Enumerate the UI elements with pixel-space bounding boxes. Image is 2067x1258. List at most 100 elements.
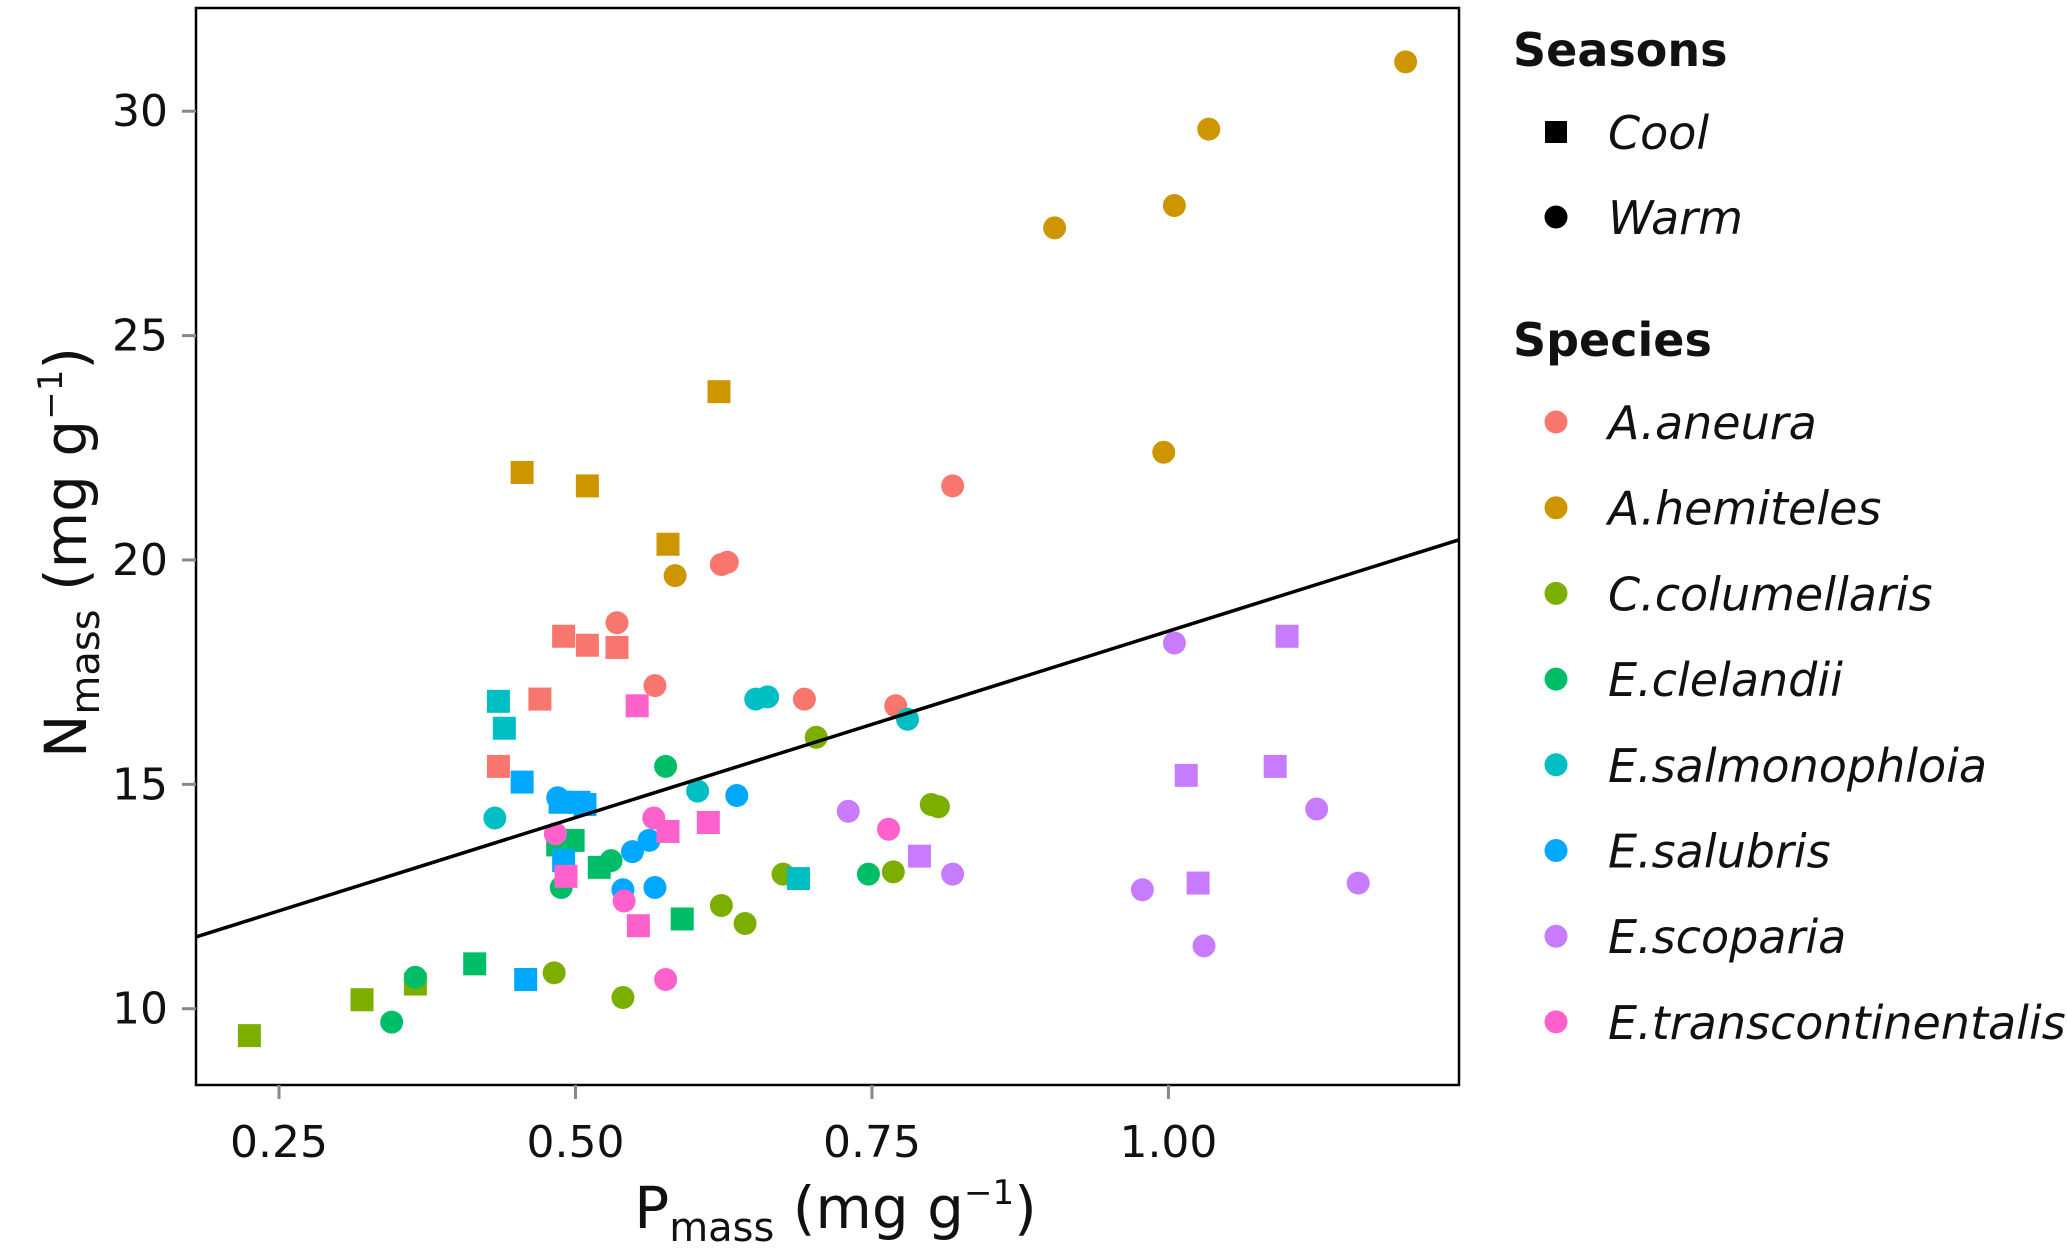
point-cool-e-scoparia — [1263, 754, 1287, 778]
legend-title-seasons: Seasons — [1513, 23, 1727, 77]
point-warm-e-transcontinentalis — [612, 889, 636, 913]
legend-key-cool — [1545, 121, 1567, 143]
point-warm-a-aneura — [792, 687, 816, 711]
point-cool-e-clelandii — [670, 907, 694, 931]
y-axis-title: Nmass (mg g−1) — [31, 347, 109, 758]
point-cool-e-salmonophloia — [486, 689, 510, 713]
legend-title-species: Species — [1513, 313, 1712, 367]
legend-key-a-hemiteles — [1544, 496, 1568, 520]
point-warm-e-scoparia — [1130, 878, 1154, 902]
point-warm-e-salubris — [620, 840, 644, 864]
point-cool-a-aneura — [605, 635, 629, 659]
plot-panel-border — [194, 6, 1461, 1087]
point-warm-e-salubris — [546, 786, 570, 810]
point-cool-e-salmonophloia — [786, 867, 810, 891]
point-warm-e-salubris — [643, 876, 667, 900]
point-warm-e-clelandii — [654, 754, 678, 778]
point-warm-e-salubris — [637, 828, 661, 852]
point-cool-e-clelandii — [561, 828, 585, 852]
x-tick-label: 0.50 — [527, 1117, 625, 1168]
point-warm-a-aneura — [715, 550, 739, 574]
point-cool-a-hemiteles — [707, 380, 731, 404]
y-tick-label: 10 — [112, 984, 168, 1035]
point-warm-e-scoparia — [1192, 934, 1216, 958]
point-warm-a-hemiteles — [1043, 216, 1067, 240]
legend-label-cool: Cool — [1608, 106, 1709, 160]
point-cool-e-scoparia — [1174, 763, 1198, 787]
regression-line — [195, 538, 1460, 939]
point-warm-e-salubris — [725, 784, 749, 808]
point-cool-e-transcontinentalis — [626, 914, 650, 938]
point-warm-c-columellaris — [733, 911, 757, 935]
point-warm-a-hemiteles — [1394, 50, 1418, 74]
legend-key-e-salubris — [1544, 839, 1568, 862]
y-tick-label: 15 — [112, 759, 168, 810]
point-warm-e-salmonophloia — [483, 806, 507, 830]
point-cool-e-salubris — [573, 793, 597, 817]
point-cool-e-scoparia — [1275, 624, 1299, 648]
point-warm-e-clelandii — [380, 1010, 404, 1034]
legend-label-a-aneura: A.aneura — [1605, 396, 1817, 450]
data-points-layer — [237, 50, 1418, 1048]
point-warm-e-salmonophloia — [686, 779, 710, 803]
point-warm-a-aneura — [605, 611, 629, 635]
x-tick-label: 0.75 — [823, 1117, 921, 1168]
point-warm-e-clelandii — [599, 849, 623, 873]
point-warm-a-hemiteles — [1197, 117, 1221, 141]
point-warm-e-salmonophloia — [756, 685, 780, 709]
point-cool-a-aneura — [552, 624, 576, 648]
y-tick-label: 20 — [112, 535, 168, 586]
legend-label-e-scoparia: E.scoparia — [1608, 910, 1846, 964]
point-warm-e-clelandii — [856, 862, 880, 886]
point-warm-e-transcontinentalis — [642, 806, 666, 830]
point-warm-a-aneura — [941, 474, 965, 498]
point-cool-e-salmonophloia — [492, 716, 516, 740]
y-tick-label: 25 — [112, 311, 168, 362]
point-warm-e-transcontinentalis — [877, 817, 901, 841]
legend-label-e-clelandii: E.clelandii — [1608, 653, 1843, 707]
axes-layer: 0.25 0.50 0.75 1.00 10 15 20 25 30 Pmass (mg g−1)… — [31, 86, 1217, 1251]
legend-key-c-columellaris — [1544, 581, 1568, 605]
legend-label-a-hemiteles: A.hemiteles — [1605, 482, 1881, 536]
legend-label-e-transcontinentalis: E.transcontinentalis — [1608, 996, 2066, 1050]
point-cool-e-clelandii — [463, 952, 487, 976]
point-warm-e-scoparia — [1346, 871, 1370, 895]
point-cool-a-hemiteles — [575, 474, 599, 498]
legend-label-c-columellaris: C.columellaris — [1608, 567, 1933, 621]
legend-key-e-transcontinentalis — [1544, 1010, 1568, 1034]
point-cool-c-columellaris — [350, 988, 374, 1012]
legend-label-e-salubris: E.salubris — [1608, 825, 1831, 879]
point-cool-e-transcontinentalis — [696, 810, 720, 834]
y-tick-label: 30 — [112, 86, 168, 137]
legend-key-e-salmonophloia — [1544, 753, 1568, 777]
legend-label-e-salmonophloia: E.salmonophloia — [1608, 739, 1987, 793]
point-warm-e-scoparia — [1305, 797, 1329, 821]
point-warm-c-columellaris — [709, 894, 733, 917]
point-cool-a-hemiteles — [656, 532, 680, 556]
point-warm-c-columellaris — [926, 795, 950, 819]
legend-key-e-clelandii — [1544, 667, 1568, 691]
point-cool-e-salubris — [514, 968, 538, 992]
point-warm-e-transcontinentalis — [654, 968, 678, 992]
point-cool-e-transcontinentalis — [625, 694, 649, 718]
point-cool-a-aneura — [486, 754, 510, 778]
x-axis-title: Pmass (mg g−1) — [634, 1173, 1037, 1251]
point-warm-c-columellaris — [611, 985, 635, 1009]
regression-line-layer — [195, 538, 1460, 939]
point-warm-e-scoparia — [836, 799, 860, 823]
legend-key-a-aneura — [1544, 410, 1568, 434]
point-cool-c-columellaris — [237, 1024, 261, 1048]
point-warm-a-hemiteles — [1152, 440, 1176, 464]
legend-key-warm — [1544, 205, 1568, 229]
point-warm-a-hemiteles — [1162, 193, 1186, 217]
point-cool-a-aneura — [528, 687, 552, 711]
legend-key-e-scoparia — [1544, 924, 1568, 948]
point-warm-c-columellaris — [881, 860, 905, 884]
point-warm-a-hemiteles — [663, 564, 687, 588]
point-cool-e-salubris — [510, 770, 534, 794]
point-warm-e-scoparia — [941, 862, 965, 886]
point-cool-e-scoparia — [1186, 871, 1210, 895]
